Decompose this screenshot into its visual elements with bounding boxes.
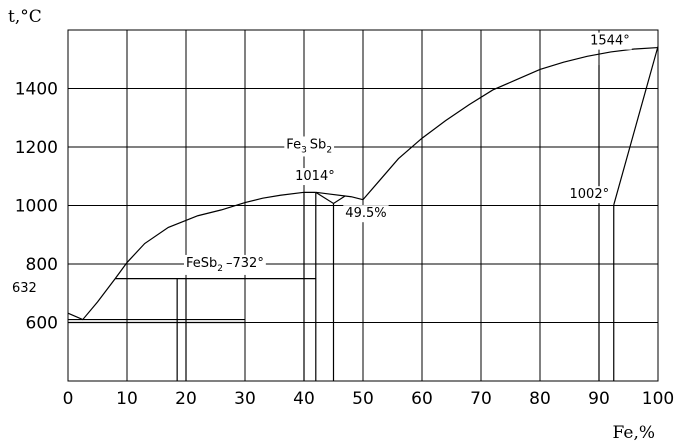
y-tick-label: 1200	[15, 138, 58, 158]
solvus-right-line	[613, 46, 659, 206]
annotation-label: 1002°	[570, 187, 610, 202]
x-axis-label: Fe,%	[613, 423, 655, 443]
y-axis-label: t,°C	[8, 7, 42, 27]
x-tick-label: 30	[234, 389, 256, 409]
annotation-subscript: 3	[301, 145, 307, 155]
annotation-background	[184, 254, 266, 275]
annotation-subscript: 2	[326, 145, 332, 155]
annotation-label: FeSb2 –732°	[186, 256, 264, 274]
annotation-text: Fe	[286, 137, 301, 152]
liquidus-left-line	[67, 191, 316, 321]
annotation-background	[9, 279, 39, 297]
y-tick-label: 800	[26, 255, 58, 275]
liquidus-right-line	[362, 46, 659, 201]
annotation-text: FeSb	[186, 256, 217, 271]
x-tick-label: 90	[588, 389, 610, 409]
x-tick-label: 60	[411, 389, 433, 409]
annotation-label: 49.5%	[345, 206, 386, 221]
x-tick-label: 80	[529, 389, 551, 409]
annotation-label: 1544°	[590, 34, 630, 49]
y-tick-label: 1400	[15, 80, 58, 100]
annotation-label: 1014°	[295, 169, 335, 184]
x-tick-label: 50	[352, 389, 374, 409]
x-tick-label: 70	[470, 389, 492, 409]
x-tick-label: 100	[642, 389, 674, 409]
annotation-label: Fe3 Sb2	[286, 137, 332, 155]
annotation-text: –732°	[226, 256, 264, 271]
annotation-background	[284, 136, 335, 157]
annotation-label: 632	[12, 281, 37, 296]
annotation-background	[567, 186, 612, 204]
x-tick-label: 0	[63, 389, 74, 409]
annotation-text: 49.5%	[345, 206, 386, 221]
annotation-text: Sb	[310, 137, 327, 152]
annotation-subscript: 2	[217, 264, 223, 274]
annotation-text: 632	[12, 281, 37, 296]
annotation-background	[343, 205, 389, 223]
phase-lines	[67, 46, 659, 381]
liquidus-mid-line	[315, 191, 364, 201]
annotation-background	[588, 32, 632, 50]
x-tick-label: 10	[116, 389, 138, 409]
annotation-text: 1014°	[295, 169, 335, 184]
labels: 0 10 20 30 40 50 60 70 80 90 100 600 800 1000 1200 1400…	[8, 7, 674, 443]
annotation-text: 1544°	[590, 34, 630, 49]
x-tick-label: 40	[293, 389, 315, 409]
annotation-background	[293, 168, 337, 186]
y-tick-label: 600	[26, 314, 58, 334]
annotation-text: 1002°	[570, 187, 610, 202]
x-tick-label: 20	[175, 389, 197, 409]
y-tick-label: 1000	[15, 197, 58, 217]
